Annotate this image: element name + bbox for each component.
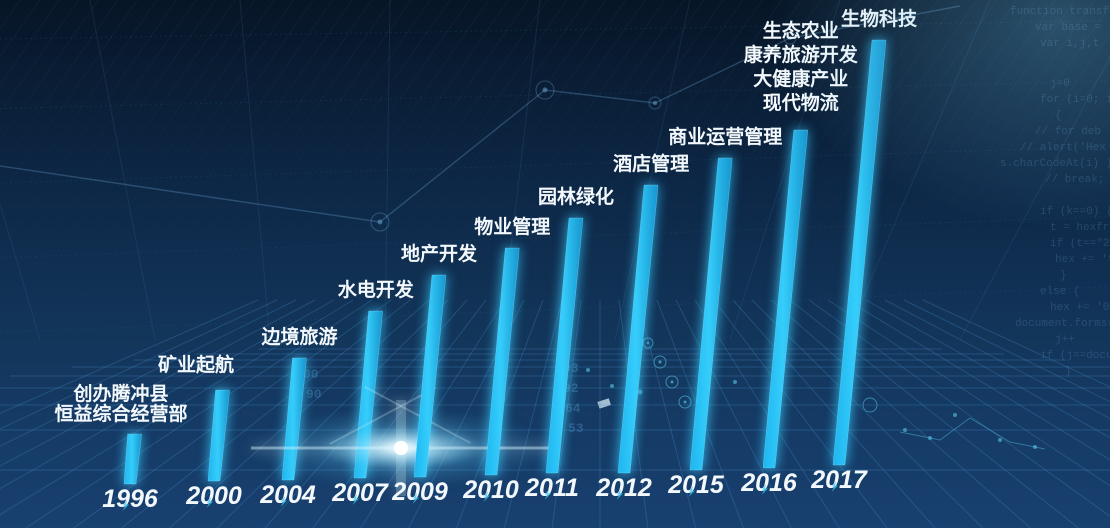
svg-text:2000: 2000 — [185, 482, 242, 510]
svg-text:2010: 2010 — [462, 476, 519, 504]
svg-text:2016: 2016 — [740, 469, 798, 497]
svg-text:酒店管理: 酒店管理 — [613, 152, 689, 175]
svg-text:矿业起航: 矿业起航 — [158, 353, 234, 376]
svg-text:水电开发: 水电开发 — [338, 278, 415, 301]
svg-text:hex += 't' +: hex += 't' + — [1055, 254, 1110, 266]
svg-text:function transform(){: function transform(){ — [1010, 6, 1110, 18]
svg-text:if (j==document.f: if (j==document.f — [1040, 350, 1110, 362]
svg-text:康养旅游开发: 康养旅游开发 — [744, 43, 859, 66]
svg-text:边境旅游: 边境旅游 — [260, 325, 337, 348]
svg-text:var i,j,t: var i,j,t — [1040, 38, 1099, 50]
svg-text:生物科技: 生物科技 — [841, 7, 918, 30]
svg-text:2015: 2015 — [667, 471, 725, 499]
svg-text:商业运营管理: 商业运营管理 — [668, 125, 782, 148]
svg-text:if (k==0) {: if (k==0) { — [1040, 206, 1110, 218]
svg-text:hex += '0': hex += '0' — [1050, 302, 1110, 314]
svg-text:生态农业: 生态农业 — [763, 19, 839, 42]
svg-text:}: } — [1060, 270, 1067, 282]
svg-text:现代物流: 现代物流 — [763, 91, 839, 114]
svg-text:2004: 2004 — [259, 481, 316, 509]
svg-text:2009: 2009 — [391, 478, 448, 506]
svg-text:t = hexfromdex: t = hexfromdex — [1050, 222, 1110, 234]
svg-text:document.forms(0).url: document.forms(0).url — [1015, 318, 1110, 330]
svg-text:2011: 2011 — [524, 474, 579, 502]
svg-text:2012: 2012 — [595, 474, 652, 502]
svg-text:地产开发: 地产开发 — [401, 242, 478, 265]
svg-text:// break;: // break; — [1045, 174, 1104, 186]
svg-text:2017: 2017 — [810, 466, 868, 494]
svg-text:var base =: var base = — [1035, 22, 1101, 34]
svg-text:j++: j++ — [1055, 334, 1075, 346]
svg-text:j=0: j=0 — [1050, 78, 1070, 90]
svg-text:{: { — [1055, 110, 1062, 122]
svg-text:}: } — [1065, 366, 1072, 378]
svg-text:// for deb: // for deb — [1035, 126, 1101, 138]
svg-text:if (t=="23") {: if (t=="23") { — [1050, 238, 1110, 250]
svg-text:园林绿化: 园林绿化 — [538, 185, 614, 208]
svg-text:创办腾冲县: 创办腾冲县 — [72, 382, 168, 405]
svg-text:2007: 2007 — [331, 479, 389, 507]
svg-text:else {: else { — [1040, 286, 1080, 298]
svg-text:s.charCodeAt(i) ));: s.charCodeAt(i) )); — [1000, 158, 1110, 170]
svg-text:恒益综合经营部: 恒益综合经营部 — [54, 402, 187, 425]
svg-text:53: 53 — [568, 421, 584, 436]
svg-text:for (i=0; i: for (i=0; i — [1040, 94, 1110, 106]
svg-text:90: 90 — [306, 387, 322, 402]
svg-text:// alert('Hex: // alert('Hex — [1020, 142, 1106, 154]
svg-text:1996: 1996 — [102, 485, 159, 513]
svg-text:物业管理: 物业管理 — [474, 215, 550, 238]
svg-text:大健康产业: 大健康产业 — [753, 67, 848, 90]
